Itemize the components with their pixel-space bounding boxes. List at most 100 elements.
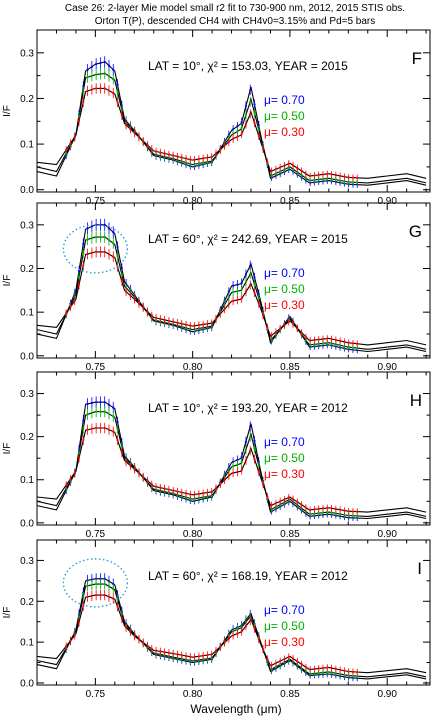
data-point: [219, 482, 222, 486]
data-point: [112, 415, 115, 418]
data-point: [112, 91, 115, 95]
data-point: [193, 493, 196, 496]
panel-g: 0.75 0.80 0.85 0.90 0.0 0.1 0.2 0.3 I/F G LAT = 60…: [2, 202, 431, 373]
data-point: [197, 496, 200, 500]
data-point: [326, 341, 329, 344]
data-point: [167, 488, 171, 491]
data-point: [274, 330, 278, 333]
data-point: [240, 281, 243, 285]
data-point: [270, 503, 273, 507]
data-point: [304, 172, 307, 175]
data-point: [120, 108, 123, 111]
data-point: [167, 651, 171, 654]
data-point: [90, 401, 93, 405]
data-point: [347, 180, 350, 184]
data-point: [219, 148, 222, 151]
y-tick-label: 0.1: [20, 308, 34, 319]
data-point: [90, 225, 93, 228]
data-point: [193, 497, 196, 500]
x-tick-label: 0.80: [183, 196, 203, 207]
data-point: [95, 583, 98, 586]
data-point: [253, 103, 256, 106]
data-point: [189, 655, 192, 658]
model-line-2: [37, 251, 427, 346]
data-point: [283, 657, 286, 661]
data-point: [82, 90, 85, 93]
data-point: [129, 127, 132, 131]
data-point: [253, 111, 256, 115]
data-point: [202, 496, 205, 499]
x-tick-label: 0.85: [280, 196, 300, 207]
data-point: [300, 666, 303, 670]
data-point: [326, 511, 329, 514]
data-point: [116, 254, 119, 258]
data-point: [112, 597, 115, 600]
data-point: [287, 166, 290, 169]
data-point: [356, 675, 359, 678]
x-tick-label: 0.90: [377, 196, 397, 207]
data-point: [296, 171, 299, 174]
data-point: [77, 276, 81, 279]
data-point: [261, 483, 265, 486]
x-tick-label: 0.90: [377, 529, 397, 540]
data-point: [274, 172, 278, 175]
data-point: [253, 276, 256, 279]
data-point: [154, 485, 158, 488]
data-point: [172, 320, 175, 323]
data-point: [193, 655, 196, 659]
data-point: [236, 458, 239, 462]
data-point: [339, 672, 342, 676]
data-point: [107, 585, 111, 588]
data-point: [86, 76, 89, 79]
data-point: [330, 173, 333, 176]
y-tick-label: 0.2: [20, 94, 34, 105]
data-point: [103, 426, 106, 430]
data-point: [172, 489, 175, 492]
data-point: [339, 179, 342, 182]
data-point: [150, 314, 153, 317]
data-point: [304, 335, 307, 339]
data-point: [77, 452, 81, 455]
data-point: [347, 670, 350, 673]
data-point: [356, 181, 359, 184]
data-point: [82, 242, 85, 245]
legend-entry: μ= 0.30: [264, 298, 305, 312]
data-point: [82, 264, 85, 267]
data-point: [236, 283, 239, 286]
y-tick-label: 0.1: [20, 638, 34, 649]
data-point: [125, 123, 128, 127]
data-point: [249, 435, 252, 438]
data-point: [334, 667, 337, 671]
data-point: [86, 89, 89, 93]
data-point: [206, 160, 209, 163]
model-line-2: [37, 427, 427, 513]
data-point: [116, 83, 119, 86]
data-point: [69, 639, 72, 642]
data-point: [90, 237, 93, 240]
data-point: [347, 346, 350, 349]
data-point: [65, 312, 68, 315]
data-point: [321, 337, 325, 341]
data-point: [343, 673, 346, 676]
data-point: [351, 181, 355, 184]
data-point: [279, 166, 282, 169]
data-point: [287, 496, 290, 499]
data-point: [103, 87, 106, 90]
highlight-circle: [62, 224, 129, 274]
data-point: [257, 464, 260, 467]
data-point: [283, 168, 286, 171]
panel-i: 0.75 0.80 0.85 0.90 0.0 0.1 0.2 0.3 I/F I LAT = 60…: [2, 539, 431, 700]
data-point: [321, 666, 325, 670]
data-point: [107, 227, 111, 230]
data-point: [356, 510, 359, 513]
data-point: [159, 650, 162, 653]
data-point: [321, 173, 325, 176]
data-point: [77, 283, 81, 286]
data-point: [249, 619, 252, 622]
data-point: [77, 119, 81, 123]
series-2: [65, 589, 359, 676]
data-point: [142, 641, 145, 644]
data-point: [330, 507, 333, 510]
data-point: [99, 72, 102, 76]
y-tick-label: 0.3: [20, 389, 34, 400]
